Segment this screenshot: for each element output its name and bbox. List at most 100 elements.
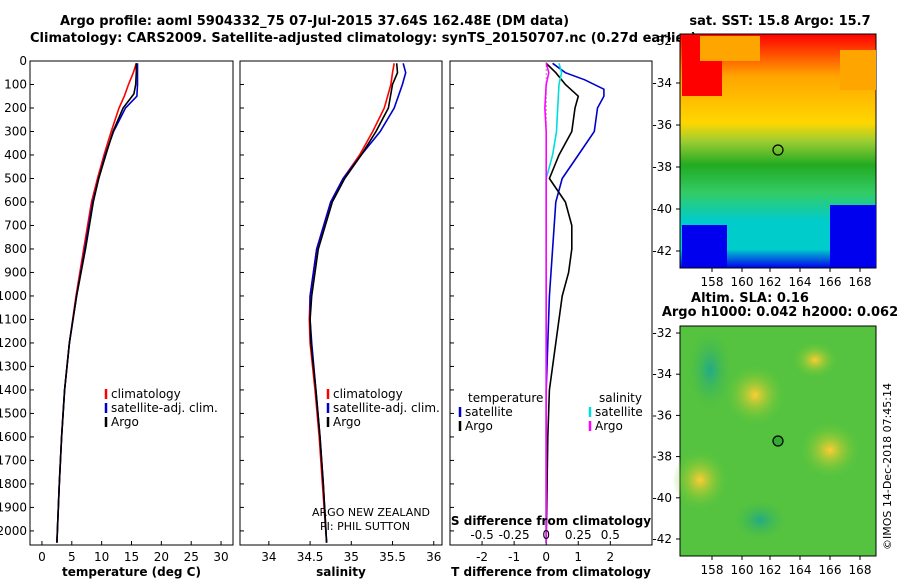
- x-tick-label: 10: [94, 550, 109, 564]
- legend-entry: satellite-adj. clim.: [111, 401, 218, 415]
- sla-map-title2: Argo h1000: 0.042 h2000: 0.062: [662, 305, 898, 320]
- sst-cold-patch-west: [682, 225, 727, 267]
- header-line1: Argo profile: aoml 5904332_75 07-Jul-201…: [60, 14, 569, 29]
- temperature-panel: 0 5 10 15 20 25 30 temperature (deg C) climatolo…: [29, 60, 234, 579]
- legend-entry: climatology: [333, 387, 403, 401]
- x-tick-label: -1: [508, 550, 520, 564]
- series-line-satellite-adj-clim-: [56, 63, 139, 543]
- sla-map-ticks: 158 160 162 164 166 168 -32 -34 -36 -38 -40 -42: [652, 326, 871, 577]
- depth-tick-label: 500: [4, 171, 27, 185]
- sla-high-anomaly-4: [800, 422, 860, 478]
- depth-tick-label: 700: [4, 218, 27, 232]
- depth-tick-label: 100: [4, 77, 27, 91]
- lon-tick-label: 164: [789, 275, 812, 289]
- series-line-argo: [309, 63, 399, 543]
- sla-low-anomaly-2: [734, 500, 786, 540]
- legend-title-salinity: salinity: [599, 391, 642, 405]
- salinity-xlabel: salinity: [316, 565, 366, 579]
- series-line-temperature-satellite: [545, 62, 605, 543]
- depth-tick-label: 1600: [0, 430, 27, 444]
- x-tick-label: 1: [574, 550, 582, 564]
- lat-tick-label: -32: [652, 326, 672, 340]
- copyright-stamp: ©IMOS 14-Dec-2018 07:45:14: [881, 383, 894, 550]
- lon-tick-label: 168: [849, 275, 872, 289]
- legend-title-temperature: temperature: [468, 391, 543, 405]
- depth-tick-label: 1800: [0, 477, 27, 491]
- institution-note: ARGO NEW ZEALAND: [312, 506, 430, 519]
- series-line-climatology: [56, 63, 138, 543]
- depth-tick-label: 400: [4, 148, 27, 162]
- x-tick-label: 5: [68, 550, 76, 564]
- lat-tick-label: -32: [652, 34, 672, 48]
- legend-entry: satellite: [465, 405, 513, 419]
- legend-entry: climatology: [111, 387, 181, 401]
- difference-panel: -2 -1 0 1 2T difference from climatology temp…: [449, 60, 653, 579]
- series-line-salinity-argo: [544, 63, 550, 543]
- sla-float-marker: [772, 435, 784, 447]
- sst-map-ticks: 158 160 162 164 166 168 -32 -34 -36 -38 -40 -42: [652, 34, 871, 289]
- pi-note: PI: PHIL SUTTON: [320, 520, 410, 533]
- legend-entry: Argo: [333, 415, 361, 429]
- lon-tick-label: 166: [819, 563, 842, 577]
- series-line-satellite-adj-clim-: [309, 63, 407, 543]
- depth-tick-label: 800: [4, 242, 27, 256]
- lat-tick-label: -36: [652, 118, 672, 132]
- depth-tick-label: 2000: [0, 524, 27, 538]
- x-tick-label: 30: [213, 550, 228, 564]
- temperature-xlabel: temperature (deg C): [62, 565, 201, 579]
- header-line2: Climatology: CARS2009. Satellite-adjuste…: [30, 31, 697, 46]
- x-tick-label: 35: [344, 550, 359, 564]
- x-tick-label: -2: [476, 550, 488, 564]
- x-tick-label: 2: [606, 550, 614, 564]
- sla-map: Altim. SLA: 0.16 Argo h1000: 0.042 h2000…: [652, 291, 898, 577]
- series-line-argo: [56, 63, 138, 543]
- x-tick-label: 0: [38, 550, 46, 564]
- x-tick-label: 36: [426, 550, 441, 564]
- sst-orange-patch: [700, 36, 760, 61]
- lat-tick-label: -34: [652, 367, 672, 381]
- sla-high-anomaly-3: [672, 450, 728, 510]
- depth-tick-label: 1400: [0, 383, 27, 397]
- s-difference-label: S difference from climatology: [451, 514, 651, 528]
- depth-tick-label: 1000: [0, 289, 27, 303]
- series-line-temperature-argo: [545, 62, 580, 543]
- x-tick-label: 34.5: [297, 550, 324, 564]
- lon-tick-label: 162: [759, 563, 782, 577]
- lon-tick-label: 162: [759, 275, 782, 289]
- depth-tick-label: 0: [19, 54, 27, 68]
- lon-tick-label: 158: [701, 563, 724, 577]
- lon-tick-label: 168: [849, 563, 872, 577]
- legend-entry: satellite: [595, 405, 643, 419]
- difference-xlabel: T difference from climatology: [451, 565, 651, 579]
- sla-map-title1: Altim. SLA: 0.16: [691, 291, 809, 306]
- salinity-panel: 34 34.5 35 35.5 36 salinity climatologysatelli…: [239, 60, 443, 579]
- depth-tick-label: 600: [4, 195, 27, 209]
- legend-entry: Argo: [465, 419, 493, 433]
- legend-entry: satellite-adj. clim.: [333, 401, 440, 415]
- depth-tick-label: 200: [4, 101, 27, 115]
- depth-tick-label: 1500: [0, 406, 27, 420]
- lat-tick-label: -40: [652, 202, 672, 216]
- x-tick-label: 34: [261, 550, 276, 564]
- legend-entry: Argo: [595, 419, 623, 433]
- lat-tick-label: -38: [652, 450, 672, 464]
- x-tick-label: 20: [154, 550, 169, 564]
- sst-cold-patch: [830, 205, 876, 267]
- sst-float-marker: [772, 144, 784, 156]
- lon-tick-label: 166: [819, 275, 842, 289]
- x-tick-label: 35.5: [379, 550, 406, 564]
- legend-entry: Argo: [111, 415, 139, 429]
- s-tick-label: -0.25: [499, 528, 530, 542]
- lon-tick-label: 164: [789, 563, 812, 577]
- lon-tick-label: 158: [701, 275, 724, 289]
- profile-panels: 0100200300400500600700800900100011001200…: [0, 54, 653, 579]
- sla-high-anomaly-2: [793, 342, 837, 378]
- x-tick-label: 0: [542, 550, 550, 564]
- lat-tick-label: -40: [652, 491, 672, 505]
- difference-panel-frame: [449, 60, 653, 546]
- lat-tick-label: -38: [652, 160, 672, 174]
- s-tick-label: -0.5: [470, 528, 493, 542]
- lat-tick-label: -42: [652, 244, 672, 258]
- lat-tick-label: -34: [652, 76, 672, 90]
